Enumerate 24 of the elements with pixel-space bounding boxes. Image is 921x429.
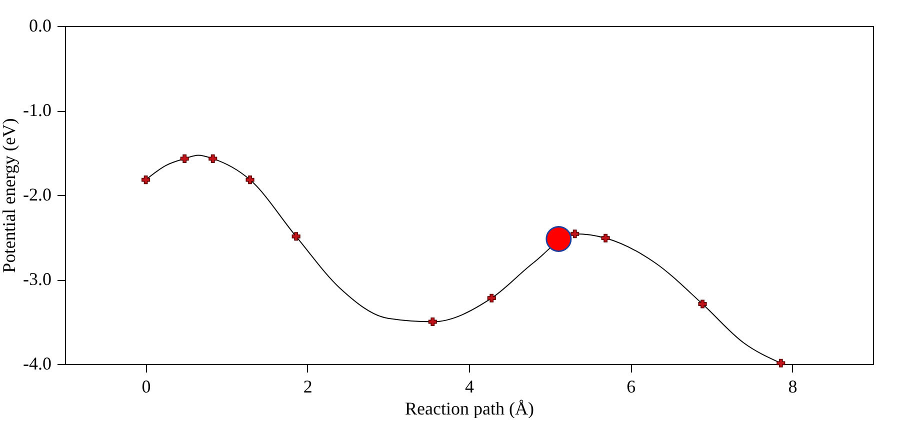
point [428, 317, 437, 326]
point [208, 154, 218, 163]
y-axis-title: Potential energy (eV) [0, 118, 20, 273]
point [546, 226, 572, 252]
point [601, 234, 610, 242]
x-tick-label: 8 [788, 376, 798, 396]
point [776, 358, 786, 368]
point [698, 300, 707, 308]
point [142, 176, 150, 184]
x-tick-label: 6 [626, 376, 636, 396]
y-tick-label: -3.0 [23, 269, 52, 289]
point [570, 230, 580, 238]
point [487, 294, 496, 302]
y-tick-label: -1.0 [23, 100, 52, 120]
x-tick-label: 0 [142, 376, 151, 396]
x-axis-title: Reaction path (Å) [405, 398, 534, 418]
x-tick-label: 4 [465, 376, 474, 396]
x-tick-label: 2 [303, 376, 312, 396]
point [246, 176, 254, 184]
point [292, 232, 300, 241]
y-tick-label: -2.0 [23, 184, 52, 204]
y-tick-label: -4.0 [23, 354, 52, 374]
point [180, 154, 189, 163]
y-tick-label: 0.0 [29, 16, 52, 36]
